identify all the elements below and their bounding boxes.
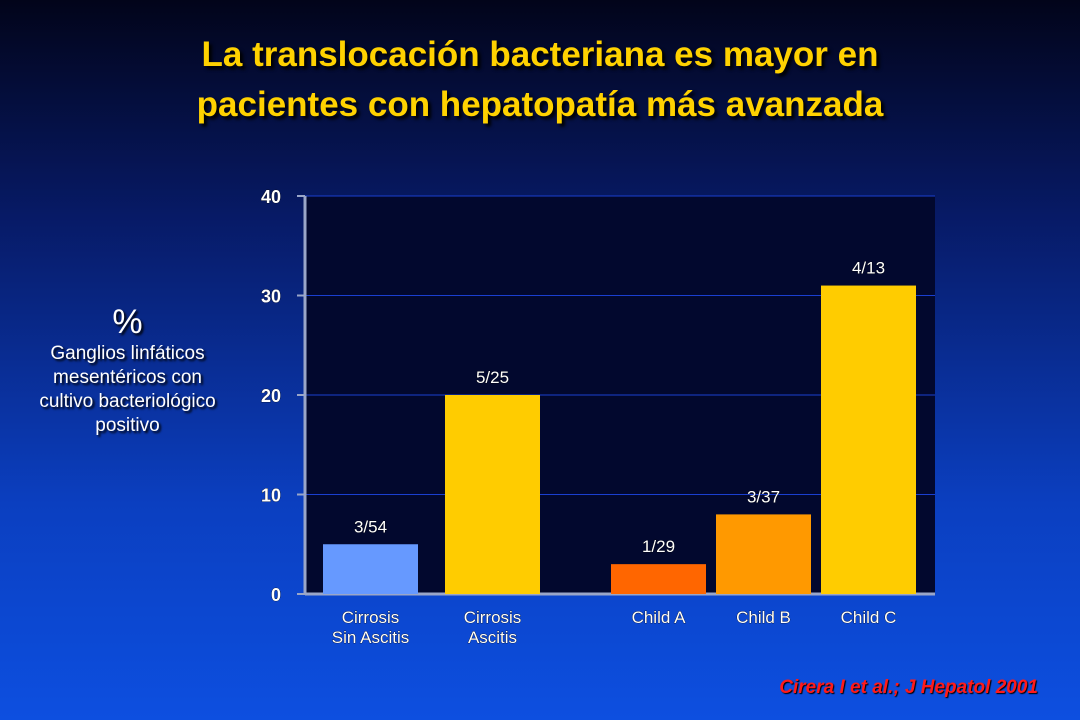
y-tick-label: 20: [261, 386, 281, 406]
bar-data-label: 3/37: [747, 487, 780, 506]
y-axis-label: % Ganglios linfáticos mesentéricos con c…: [10, 302, 245, 438]
y-axis-label-line: positivo: [95, 415, 160, 436]
y-axis-label-line: Ganglios linfáticos: [50, 343, 205, 364]
y-axis-percent-symbol: %: [112, 303, 143, 341]
bar-data-label: 5/25: [476, 368, 509, 387]
bar: [323, 544, 418, 594]
bar-data-label: 3/54: [354, 517, 387, 536]
bar: [716, 514, 811, 594]
x-tick-label: Child B: [736, 608, 791, 627]
y-axis-label-line: mesentéricos con: [53, 367, 202, 388]
x-tick-label: Sin Ascitis: [332, 628, 409, 647]
y-tick-label: 40: [261, 187, 281, 207]
x-tick-label: Ascitis: [468, 628, 517, 647]
bar: [445, 395, 540, 594]
slide-title: La translocación bacteriana es mayor en …: [0, 30, 1080, 130]
bar: [821, 285, 916, 594]
citation: Cirera I et al.; J Hepatol 2001: [779, 677, 1038, 698]
bar-data-label: 1/29: [642, 537, 675, 556]
title-line-2: pacientes con hepatopatía más avanzada: [196, 85, 884, 124]
bar-data-label: 4/13: [852, 259, 885, 278]
bar: [611, 564, 706, 594]
x-tick-label: Child A: [632, 608, 687, 627]
x-tick-label: Cirrosis: [464, 608, 522, 627]
y-tick-label: 0: [271, 585, 281, 605]
x-tick-label: Cirrosis: [342, 608, 400, 627]
y-tick-label: 10: [261, 486, 281, 506]
y-axis-label-line: cultivo bacteriológico: [39, 391, 216, 412]
title-line-1: La translocación bacteriana es mayor en: [201, 35, 879, 74]
x-tick-label: Child C: [841, 608, 897, 627]
y-tick-label: 30: [261, 287, 281, 307]
